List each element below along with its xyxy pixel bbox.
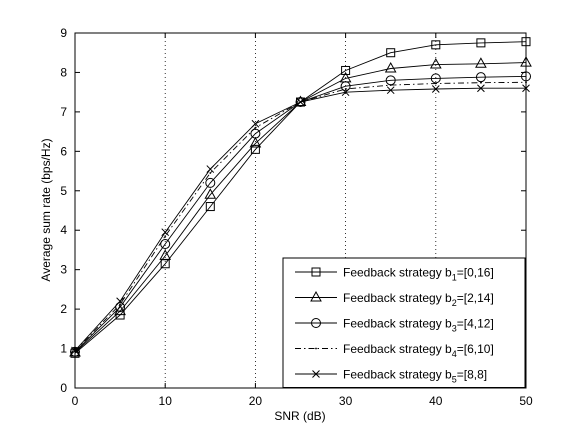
legend-entry: Feedback strategy b1=[0,16] bbox=[295, 266, 494, 283]
data-point bbox=[340, 81, 351, 92]
x-tick-label: 0 bbox=[72, 394, 79, 408]
legend-marker bbox=[312, 370, 320, 378]
x-tick-label: 10 bbox=[159, 394, 173, 408]
y-tick-label: 2 bbox=[60, 302, 67, 316]
data-point bbox=[205, 202, 215, 212]
data-point bbox=[115, 302, 126, 313]
data-point bbox=[389, 84, 392, 86]
data-point bbox=[254, 126, 257, 129]
data-point bbox=[475, 57, 487, 68]
series-lines bbox=[69, 37, 532, 358]
data-point bbox=[206, 165, 215, 173]
y-tick-label: 0 bbox=[60, 381, 67, 395]
data-point bbox=[434, 82, 437, 85]
data-point bbox=[164, 235, 167, 238]
data-point bbox=[251, 119, 260, 128]
x-tick-label: 20 bbox=[249, 394, 263, 408]
data-point bbox=[341, 65, 351, 75]
data-point bbox=[249, 136, 262, 148]
data-point bbox=[295, 97, 306, 108]
legend-label: Feedback strategy b4=[6,10] bbox=[343, 342, 494, 359]
data-point bbox=[119, 303, 121, 306]
data-point bbox=[386, 86, 395, 95]
data-point bbox=[250, 144, 260, 154]
data-point bbox=[209, 172, 212, 174]
data-point bbox=[384, 61, 397, 73]
data-point bbox=[480, 81, 482, 84]
data-point bbox=[431, 40, 441, 50]
data-point bbox=[116, 297, 124, 306]
y-tick-label: 6 bbox=[60, 144, 67, 158]
legend-entry: Feedback strategy b5=[8,8] bbox=[295, 368, 487, 385]
y-tick-label: 9 bbox=[60, 26, 67, 40]
data-point bbox=[296, 98, 305, 106]
y-tick-label: 5 bbox=[60, 184, 67, 198]
x-tick-label: 30 bbox=[339, 394, 353, 408]
data-point bbox=[429, 58, 442, 69]
y-tick-label: 7 bbox=[60, 105, 67, 119]
legend: Feedback strategy b1=[0,16] Feedback stra… bbox=[282, 257, 526, 388]
legend-label: Feedback strategy b1=[0,16] bbox=[343, 266, 494, 283]
legend-marker bbox=[310, 290, 322, 302]
legend-marker bbox=[311, 318, 321, 328]
data-point bbox=[477, 84, 485, 93]
legend-label: Feedback strategy b5=[8,8] bbox=[343, 368, 487, 385]
data-point bbox=[344, 88, 347, 90]
data-point bbox=[205, 177, 216, 188]
y-tick-label: 3 bbox=[60, 263, 67, 277]
legend-marker bbox=[315, 347, 317, 350]
data-point bbox=[475, 72, 486, 83]
legend-label: Feedback strategy b2=[2,14] bbox=[343, 291, 494, 308]
axis-ticks: 0 10 20 30 40 50 0 1 2 3 4 5 6 7 8 9 bbox=[60, 26, 533, 408]
data-point bbox=[341, 88, 350, 97]
legend-entry: Feedback strategy b4=[6,10] bbox=[295, 342, 494, 359]
data-point bbox=[476, 38, 486, 48]
x-tick-label: 50 bbox=[519, 394, 533, 408]
y-tick-label: 8 bbox=[60, 65, 67, 79]
y-tick-label: 4 bbox=[60, 223, 67, 237]
legend-entry: Feedback strategy b3=[4,12] bbox=[295, 317, 494, 334]
y-axis-label: Average sum rate (bps/Hz) bbox=[39, 138, 53, 281]
y-tick-label: 1 bbox=[60, 342, 67, 356]
data-point bbox=[431, 85, 440, 93]
data-point bbox=[160, 239, 171, 250]
legend-label: Feedback strategy b3=[4,12] bbox=[343, 317, 494, 334]
data-point bbox=[386, 48, 396, 58]
data-point bbox=[204, 188, 217, 199]
x-axis-label: SNR (dB) bbox=[274, 409, 325, 423]
legend-entry: Feedback strategy b2=[2,14] bbox=[295, 290, 494, 308]
data-point bbox=[161, 228, 170, 237]
data-point bbox=[159, 249, 172, 260]
x-tick-label: 40 bbox=[429, 394, 443, 408]
data-point bbox=[250, 128, 261, 139]
legend-marker bbox=[311, 267, 321, 277]
